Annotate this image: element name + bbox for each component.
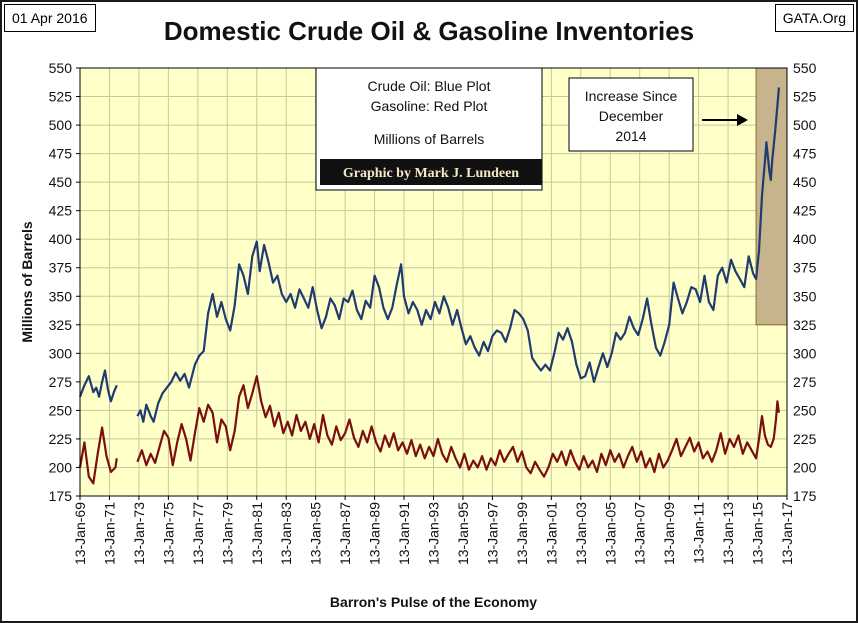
highlight-region <box>755 67 788 326</box>
legend-units-label: Millions of Barrels <box>374 131 484 147</box>
x-tick-label: 13-Jan-17 <box>779 502 795 565</box>
axes: 175 175 200 200 225 225 250 250 275 275 300 300 325 3… <box>49 60 817 565</box>
legend-crude-label: Crude Oil: Blue Plot <box>368 78 491 94</box>
annotation-arrow-icon <box>737 114 748 126</box>
y-tick-label-right: 450 <box>793 174 817 190</box>
x-tick-label: 13-Jan-11 <box>691 502 707 564</box>
x-tick-label: 13-Jan-83 <box>278 502 294 565</box>
y-tick-label-right: 525 <box>793 89 817 105</box>
y-tick-label-right: 225 <box>793 431 817 447</box>
y-tick-label-left: 425 <box>49 203 73 219</box>
credit-label: Graphic by Mark J. Lundeen <box>343 166 519 181</box>
credit-banner <box>320 159 542 185</box>
x-tick-label: 13-Jan-09 <box>661 502 677 565</box>
x-tick-label: 13-Jan-01 <box>543 502 559 565</box>
y-tick-label-right: 350 <box>793 288 817 304</box>
y-tick-label-left: 300 <box>49 345 73 361</box>
x-tick-label: 13-Jan-81 <box>249 502 265 565</box>
y-tick-label-left: 275 <box>49 374 73 390</box>
x-tick-label: 13-Jan-13 <box>720 502 736 565</box>
gasoline-line <box>136 375 780 478</box>
x-tick-label: 13-Jan-87 <box>337 502 353 565</box>
y-tick-label-left: 550 <box>49 60 73 76</box>
x-tick-label: 13-Jan-85 <box>308 502 324 565</box>
y-tick-label-right: 375 <box>793 260 817 276</box>
y-tick-label-right: 175 <box>793 488 817 504</box>
x-tick-label: 13-Jan-05 <box>602 502 618 565</box>
x-tick-label: 13-Jan-91 <box>396 502 412 565</box>
crude-oil-line <box>78 369 118 403</box>
x-axis-title: Barron's Pulse of the Economy <box>330 594 537 610</box>
y-tick-label-left: 525 <box>49 89 73 105</box>
y-tick-label-right: 325 <box>793 317 817 333</box>
y-tick-label-right: 250 <box>793 402 817 418</box>
annotation-line-2: December <box>599 108 664 124</box>
y-tick-label-left: 350 <box>49 288 73 304</box>
y-tick-label-right: 400 <box>793 231 817 247</box>
y-tick-label-left: 500 <box>49 117 73 133</box>
x-tick-label: 13-Jan-99 <box>514 502 530 565</box>
y-tick-label-right: 500 <box>793 117 817 133</box>
x-tick-label: 13-Jan-75 <box>160 502 176 565</box>
x-tick-label: 13-Jan-97 <box>484 502 500 565</box>
source-label: GATA.Org <box>774 4 854 32</box>
y-tick-label-right: 200 <box>793 459 817 475</box>
y-tick-label-left: 400 <box>49 231 73 247</box>
y-tick-label-left: 475 <box>49 146 73 162</box>
date-label: 01 Apr 2016 <box>4 4 96 32</box>
x-tick-label: 13-Jan-71 <box>101 502 117 565</box>
legend-gasoline-label: Gasoline: Red Plot <box>371 98 488 114</box>
y-tick-label-right: 275 <box>793 374 817 390</box>
y-tick-label-left: 200 <box>49 459 73 475</box>
y-tick-label-right: 300 <box>793 345 817 361</box>
y-tick-label-left: 450 <box>49 174 73 190</box>
y-tick-label-right: 550 <box>793 60 817 76</box>
x-tick-label: 13-Jan-03 <box>573 502 589 565</box>
y-tick-label-right: 475 <box>793 146 817 162</box>
series-layer <box>78 87 780 485</box>
x-tick-label: 13-Jan-93 <box>426 502 442 565</box>
y-tick-label-left: 225 <box>49 431 73 447</box>
y-tick-label-right: 425 <box>793 203 817 219</box>
x-tick-label: 13-Jan-79 <box>219 502 235 565</box>
annotation: Increase Since December 2014 <box>568 77 748 152</box>
x-tick-label: 13-Jan-73 <box>131 502 147 565</box>
x-tick-label: 13-Jan-95 <box>455 502 471 565</box>
annotation-box <box>568 77 694 152</box>
x-tick-label: 13-Jan-69 <box>72 502 88 565</box>
annotation-line-1: Increase Since <box>585 88 678 104</box>
crude-oil-line <box>136 87 780 423</box>
x-tick-label: 13-Jan-15 <box>750 502 766 565</box>
annotation-line-3: 2014 <box>615 128 646 144</box>
y-tick-label-left: 175 <box>49 488 73 504</box>
y-tick-label-left: 250 <box>49 402 73 418</box>
y-tick-label-left: 325 <box>49 317 73 333</box>
x-tick-label: 13-Jan-89 <box>367 502 383 565</box>
x-tick-label: 13-Jan-77 <box>190 502 206 565</box>
y-axis-title: Millions of Barrels <box>19 221 35 343</box>
y-tick-label-left: 375 <box>49 260 73 276</box>
gasoline-line <box>78 426 118 485</box>
legend: Crude Oil: Blue Plot Gasoline: Red Plot … <box>315 67 543 191</box>
page-title: Domestic Crude Oil & Gasoline Inventorie… <box>163 16 695 46</box>
x-tick-label: 13-Jan-07 <box>632 502 648 565</box>
